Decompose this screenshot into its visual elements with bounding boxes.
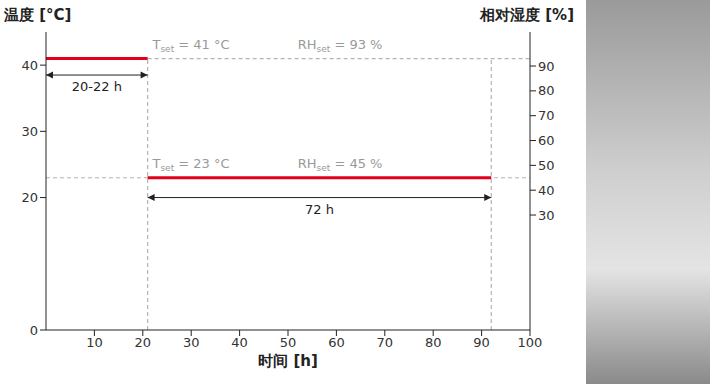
svg-text:Tset = 23 °C: Tset = 23 °C bbox=[151, 156, 229, 173]
svg-text:80: 80 bbox=[425, 335, 442, 350]
svg-text:30: 30 bbox=[538, 208, 555, 223]
svg-text:60: 60 bbox=[328, 335, 345, 350]
svg-text:90: 90 bbox=[538, 59, 555, 74]
svg-text:Tset = 41 °C: Tset = 41 °C bbox=[151, 37, 229, 54]
svg-text:RHset = 93 %: RHset = 93 % bbox=[298, 37, 383, 54]
svg-text:30: 30 bbox=[183, 335, 200, 350]
svg-text:70: 70 bbox=[538, 108, 555, 123]
html-text:温度 [°C]: 温度 [°C] bbox=[4, 6, 72, 24]
svg-text:40: 40 bbox=[538, 183, 555, 198]
svg-text:20-22 h: 20-22 h bbox=[72, 79, 122, 94]
svg-text:40: 40 bbox=[231, 335, 248, 350]
svg-text:20: 20 bbox=[21, 190, 38, 205]
svg-text:RHset = 45 %: RHset = 45 % bbox=[298, 156, 383, 173]
svg-text:50: 50 bbox=[538, 158, 555, 173]
svg-text:72 h: 72 h bbox=[305, 202, 334, 217]
html-text:时间 [h]: 时间 [h] bbox=[258, 352, 318, 370]
svg-text:60: 60 bbox=[538, 133, 555, 148]
svg-text:70: 70 bbox=[377, 335, 394, 350]
svg-text:10: 10 bbox=[86, 335, 103, 350]
svg-text:0: 0 bbox=[30, 323, 38, 338]
svg-text:20: 20 bbox=[135, 335, 152, 350]
svg-text:30: 30 bbox=[21, 124, 38, 139]
svg-text:80: 80 bbox=[538, 83, 555, 98]
svg-text:100: 100 bbox=[518, 335, 543, 350]
svg-text:40: 40 bbox=[21, 58, 38, 73]
svg-text:90: 90 bbox=[473, 335, 490, 350]
html-text:相对湿度 [%]: 相对湿度 [%] bbox=[480, 6, 574, 24]
svg-text:50: 50 bbox=[280, 335, 297, 350]
